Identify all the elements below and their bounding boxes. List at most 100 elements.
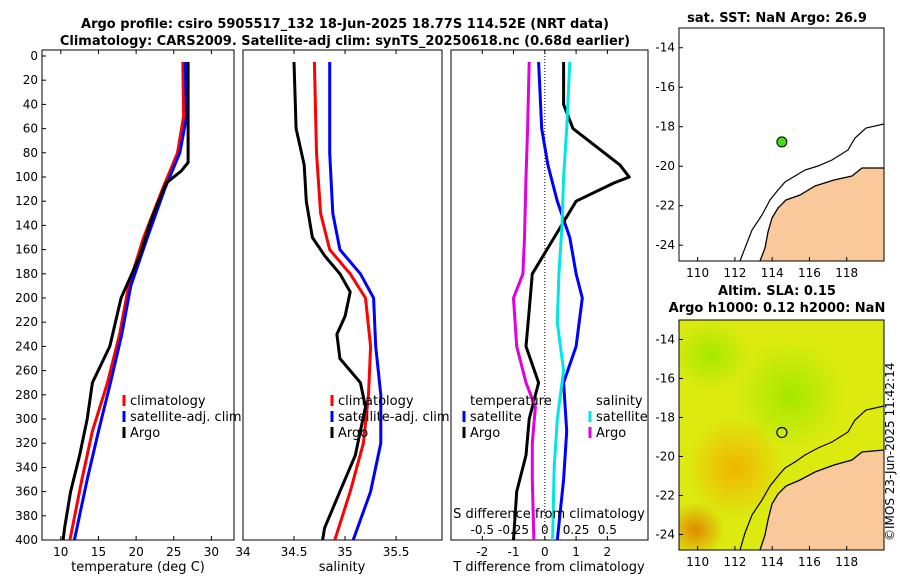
sla-negative-patch xyxy=(687,418,783,518)
legend-t-satellite: satellite xyxy=(470,410,522,425)
lon-tick-label: 116 xyxy=(798,266,821,280)
salinity-panel: 34 34.5 35 35.5 salinity climatology satell… xyxy=(235,49,450,575)
y-tick-label: 280 xyxy=(15,388,38,402)
salinity-legend: climatology satellite-adj. clim Argo xyxy=(330,394,450,441)
x-tick-label: 0 xyxy=(541,545,549,559)
sst-map: sat. SST: NaN Argo: 26.9 110 112 114 116 118… xyxy=(655,11,885,280)
y-tick-label: 180 xyxy=(15,267,38,281)
s-difference-label: S difference from climatology xyxy=(453,507,645,522)
x-tick-label: 2 xyxy=(604,545,612,559)
s-difference-tick-labels: -0.5 -0.25 0 0.25 0.5 xyxy=(471,523,617,537)
depth-tick-labels: 0 20 40 60 80 100 120 140 160 180 200 220 240 260 280 3… xyxy=(15,49,46,547)
imos-timestamp: ©IMOS 23-Jun-2025 11:42:14 xyxy=(883,363,897,541)
s-tick-label: 0.25 xyxy=(563,523,590,537)
y-tick-label: 80 xyxy=(23,146,38,160)
series-line-t-satellite xyxy=(537,61,584,540)
difference-axes-box xyxy=(450,49,649,541)
y-tick-label: 20 xyxy=(23,73,38,87)
sla-map-title-line2: Argo h1000: 0.12 h2000: NaN xyxy=(669,301,886,316)
main-title-line2: Climatology: CARS2009. Satellite-adj cli… xyxy=(60,34,630,49)
legend-temperature-title: temperature xyxy=(470,394,552,409)
x-tick-label: 34 xyxy=(235,545,250,559)
y-tick-label: 0 xyxy=(30,49,38,63)
lon-tick-label: 118 xyxy=(835,266,858,280)
salinity-axes-box xyxy=(242,49,443,541)
x-tick-label: 34.5 xyxy=(281,545,308,559)
coastline xyxy=(759,449,884,550)
lat-tick-label: -20 xyxy=(655,449,675,463)
sla-map-tick-labels: 110 112 114 116 118 -14 -16 -18 -20 -22 -24 xyxy=(655,332,858,569)
y-tick-label: 140 xyxy=(15,218,38,232)
x-tick-label: -2 xyxy=(476,545,488,559)
lon-tick-label: 114 xyxy=(761,266,784,280)
y-tick-label: 240 xyxy=(15,339,38,353)
y-tick-label: 400 xyxy=(15,533,38,547)
temperature-axes-box xyxy=(41,49,235,541)
y-tick-label: 360 xyxy=(15,485,38,499)
difference-legend: temperature satellite Argo salinity sate… xyxy=(462,394,648,441)
lon-tick-label: 112 xyxy=(723,555,746,569)
series-line-climatology xyxy=(312,61,373,540)
y-tick-label: 260 xyxy=(15,364,38,378)
s-tick-label: 0 xyxy=(541,523,549,537)
difference-lines xyxy=(512,61,631,540)
y-tick-label: 120 xyxy=(15,194,38,208)
sla-negative-patch xyxy=(679,502,725,550)
legend-s-argo: Argo xyxy=(596,426,626,441)
s-tick-label: 0.5 xyxy=(598,523,617,537)
salinity-tick-labels: 34 34.5 35 35.5 xyxy=(235,50,409,559)
lon-tick-label: 118 xyxy=(835,555,858,569)
sla-positive-patch xyxy=(679,320,750,390)
x-tick-label: -1 xyxy=(508,545,520,559)
bathymetry-contour xyxy=(739,123,884,261)
sla-map-frame xyxy=(678,319,885,551)
legend-s-satellite: satellite xyxy=(596,410,648,425)
series-line-s-argo xyxy=(512,61,537,540)
series-line-climatology xyxy=(68,61,186,540)
legend-argo: Argo xyxy=(130,426,160,441)
legend-climatology: climatology xyxy=(130,394,206,409)
series-line-t-argo xyxy=(512,62,631,540)
y-tick-label: 160 xyxy=(15,243,38,257)
legend-satellite-adj-clim: satellite-adj. clim xyxy=(338,410,450,425)
lat-tick-label: -16 xyxy=(655,371,675,385)
x-tick-label: 15 xyxy=(91,545,106,559)
salinity-xlabel: salinity xyxy=(319,560,366,575)
x-tick-label: 30 xyxy=(204,545,219,559)
x-tick-label: 20 xyxy=(128,545,143,559)
legend-satellite-adj-clim: satellite-adj. clim xyxy=(130,410,242,425)
x-tick-label: 1 xyxy=(572,545,580,559)
lat-tick-label: -22 xyxy=(655,199,675,213)
lat-tick-label: -14 xyxy=(655,332,675,346)
lat-tick-label: -14 xyxy=(655,41,675,55)
y-tick-label: 40 xyxy=(23,97,38,111)
lat-tick-label: -18 xyxy=(655,410,675,424)
argo-float-marker xyxy=(776,136,788,148)
sst-map-title: sat. SST: NaN Argo: 26.9 xyxy=(687,11,867,26)
legend-salinity-title: salinity xyxy=(596,394,643,409)
y-tick-label: 200 xyxy=(15,291,38,305)
series-line-s-satellite xyxy=(551,61,572,540)
legend-argo: Argo xyxy=(338,426,368,441)
bathymetry-contour xyxy=(739,405,884,550)
legend-t-argo: Argo xyxy=(470,426,500,441)
sst-map-frame xyxy=(678,27,885,262)
y-tick-label: 340 xyxy=(15,460,38,474)
s-tick-label: -0.5 xyxy=(471,523,494,537)
lon-tick-label: 112 xyxy=(723,266,746,280)
difference-panel: -2 -1 0 1 2 -0.5 -0.25 0 0.25 0.5 S difference f… xyxy=(450,49,649,575)
series-line-satellite-adj-clim xyxy=(328,62,383,540)
series-line-satellite-adj-clim xyxy=(72,61,189,540)
x-tick-label: 35 xyxy=(337,545,352,559)
x-tick-label: 10 xyxy=(53,545,68,559)
salinity-lines xyxy=(292,61,383,540)
temperature-legend: climatology satellite-adj. clim Argo xyxy=(122,394,242,441)
temperature-lines xyxy=(61,61,190,540)
x-tick-label: 35.5 xyxy=(383,545,410,559)
temperature-tick-labels: 10 15 20 25 30 xyxy=(53,50,219,559)
sla-map: Altim. SLA: 0.15 Argo h1000: 0.12 h2000:… xyxy=(655,284,885,569)
lat-tick-label: -22 xyxy=(655,488,675,502)
sst-map-tick-labels: 110 112 114 116 118 -14 -16 -18 -20 -22 -24 xyxy=(655,41,858,280)
australia-land xyxy=(760,450,884,550)
